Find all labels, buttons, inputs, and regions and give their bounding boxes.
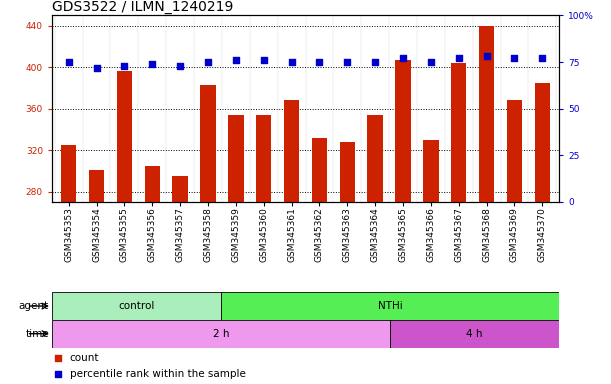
- Text: time: time: [25, 329, 49, 339]
- Point: [92, 65, 101, 71]
- Bar: [228, 115, 244, 384]
- Bar: [117, 71, 132, 384]
- Bar: [172, 176, 188, 384]
- Bar: [451, 63, 466, 384]
- Bar: [395, 60, 411, 384]
- Point: [231, 57, 241, 63]
- Point: [538, 55, 547, 61]
- Bar: [200, 85, 216, 384]
- Text: agent: agent: [19, 301, 49, 311]
- Point: [64, 59, 73, 65]
- Point: [398, 55, 408, 61]
- Bar: [340, 142, 355, 384]
- Point: [370, 59, 380, 65]
- Bar: [423, 140, 439, 384]
- Bar: [89, 170, 104, 384]
- Bar: [284, 100, 299, 384]
- Bar: [367, 115, 383, 384]
- Point: [426, 59, 436, 65]
- Point: [175, 63, 185, 69]
- Point: [53, 371, 63, 377]
- Bar: [312, 138, 327, 384]
- Point: [287, 59, 296, 65]
- Point: [315, 59, 324, 65]
- Point: [342, 59, 352, 65]
- Text: GDS3522 / ILMN_1240219: GDS3522 / ILMN_1240219: [52, 0, 233, 14]
- Bar: [535, 83, 550, 384]
- Bar: [390, 320, 559, 348]
- Point: [510, 55, 519, 61]
- Point: [259, 57, 269, 63]
- Point: [203, 59, 213, 65]
- Point: [53, 355, 63, 361]
- Bar: [61, 145, 76, 384]
- Bar: [145, 166, 160, 384]
- Text: NTHi: NTHi: [378, 301, 403, 311]
- Point: [120, 63, 130, 69]
- Point: [481, 53, 491, 60]
- Text: 2 h: 2 h: [213, 329, 229, 339]
- Text: percentile rank within the sample: percentile rank within the sample: [70, 369, 246, 379]
- Text: control: control: [119, 301, 155, 311]
- Text: count: count: [70, 353, 99, 363]
- Point: [454, 55, 464, 61]
- Bar: [221, 292, 559, 320]
- Point: [147, 61, 157, 67]
- Bar: [507, 100, 522, 384]
- Bar: [479, 26, 494, 384]
- Text: 4 h: 4 h: [466, 329, 483, 339]
- Bar: [52, 292, 221, 320]
- Bar: [256, 115, 271, 384]
- Bar: [52, 320, 390, 348]
